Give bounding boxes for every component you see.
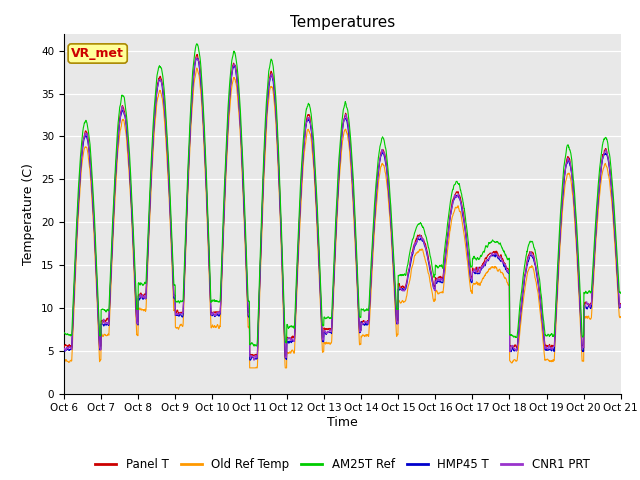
Title: Temperatures: Temperatures [290, 15, 395, 30]
Legend: Panel T, Old Ref Temp, AM25T Ref, HMP45 T, CNR1 PRT: Panel T, Old Ref Temp, AM25T Ref, HMP45 … [90, 454, 595, 476]
Text: VR_met: VR_met [71, 47, 124, 60]
Y-axis label: Temperature (C): Temperature (C) [22, 163, 35, 264]
X-axis label: Time: Time [327, 416, 358, 429]
